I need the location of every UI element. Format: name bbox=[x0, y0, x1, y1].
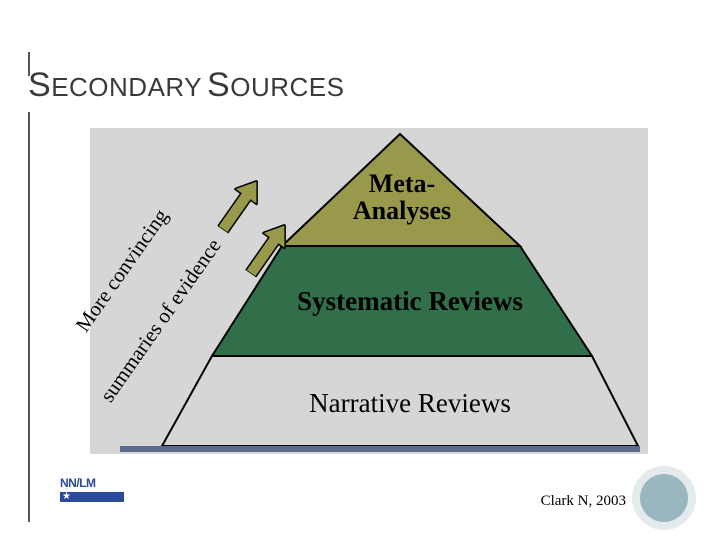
tier-1-label: Meta- Analyses bbox=[272, 170, 532, 225]
citation-text: Clark N, 2003 bbox=[541, 493, 626, 510]
tier-3-label: Narrative Reviews bbox=[260, 388, 560, 419]
logo-text: NN/LM bbox=[60, 476, 124, 490]
title-w1-rest: ECONDARY bbox=[51, 72, 202, 102]
title-w2-cap: S bbox=[207, 66, 230, 104]
pyramid-diagram: More convincing summaries of evidence Me… bbox=[90, 128, 648, 458]
frame-accent-main bbox=[28, 112, 30, 522]
nnlm-logo: NN/LM ★ bbox=[60, 476, 124, 502]
title-w1-cap: S bbox=[28, 66, 51, 104]
slide-title: SECONDARY SOURCES bbox=[28, 66, 344, 105]
title-w2-rest: OURCES bbox=[230, 72, 344, 102]
tier-1-line2: Analyses bbox=[353, 196, 451, 225]
accent-circle-icon bbox=[640, 474, 688, 522]
logo-bar: ★ bbox=[60, 492, 124, 502]
logo-star-icon: ★ bbox=[62, 491, 71, 502]
tier-2-label: Systematic Reviews bbox=[260, 286, 560, 317]
pyramid-baseline bbox=[120, 446, 640, 452]
tier-1-line1: Meta- bbox=[369, 169, 435, 198]
